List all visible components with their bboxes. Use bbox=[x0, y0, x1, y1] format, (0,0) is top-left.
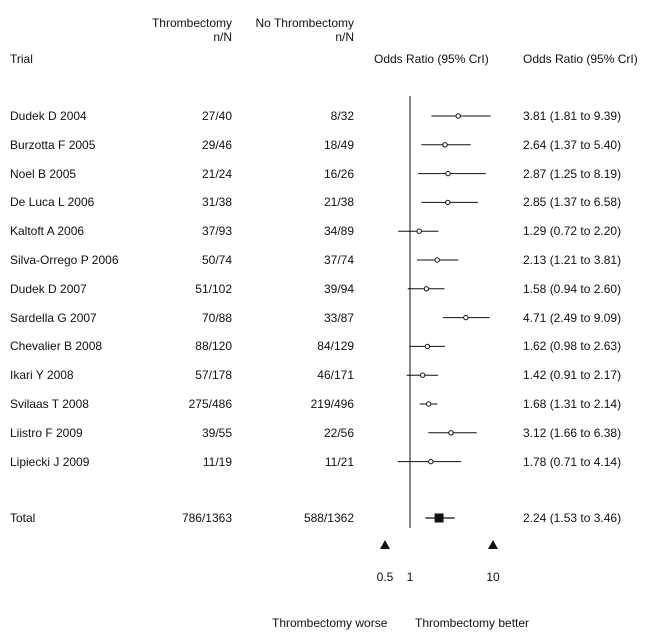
no-thrombectomy-count: 34/89 bbox=[323, 224, 354, 239]
point-estimate bbox=[445, 170, 451, 177]
header-no-thrombectomy-line1: No Thrombectomy bbox=[255, 16, 354, 30]
thrombectomy-count: 11/19 bbox=[202, 454, 232, 469]
point-estimate bbox=[426, 401, 432, 407]
point-estimate bbox=[455, 113, 461, 119]
no-thrombectomy-count: 11/21 bbox=[324, 454, 354, 469]
header-odds-ratio-text: Odds Ratio (95% CrI) bbox=[523, 52, 638, 66]
odds-ratio-text: 2.13 (1.21 to 3.81) bbox=[523, 253, 622, 267]
odds-ratio-text: 1.58 (0.94 to 2.60) bbox=[523, 281, 622, 296]
trial-name: Sardella G 2007 bbox=[10, 310, 97, 325]
point-estimate bbox=[419, 372, 426, 378]
trial-name: Svilaas T 2008 bbox=[10, 397, 89, 411]
trial-name: Burzotta F 2005 bbox=[10, 137, 96, 152]
thrombectomy-count: 29/46 bbox=[201, 137, 232, 152]
point-estimate bbox=[442, 142, 448, 148]
odds-ratio-text: 3.12 (1.66 to 6.38) bbox=[523, 425, 622, 440]
odds-ratio-text: 1.62 (0.98 to 2.63) bbox=[523, 339, 622, 354]
trial-name: Ikari Y 2008 bbox=[10, 368, 74, 383]
no-thrombectomy-count: 33/87 bbox=[323, 310, 354, 325]
point-estimate bbox=[416, 228, 422, 234]
no-thrombectomy-count: 37/74 bbox=[323, 253, 354, 267]
odds-ratio-text: 2.24 (1.53 to 3.46) bbox=[523, 511, 622, 525]
point-estimate bbox=[428, 458, 434, 465]
total-point-estimate bbox=[434, 513, 444, 523]
thrombectomy-worse-label: Thrombectomy worse bbox=[272, 616, 388, 630]
point-estimate bbox=[434, 257, 440, 263]
trial-name: Total bbox=[10, 511, 36, 525]
thrombectomy-better-label: Thrombectomy better bbox=[415, 616, 530, 630]
odds-ratio-text: 2.85 (1.37 to 6.58) bbox=[523, 195, 622, 210]
trial-name: Liistro F 2009 bbox=[10, 425, 83, 440]
no-thrombectomy-count: 18/49 bbox=[323, 137, 354, 152]
odds-ratio-text: 4.71 (2.49 to 9.09) bbox=[523, 310, 622, 325]
odds-ratio-text: 1.29 (0.72 to 2.20) bbox=[523, 224, 622, 239]
thrombectomy-count: 50/74 bbox=[201, 253, 232, 267]
odds-ratio-text: 1.68 (1.31 to 2.14) bbox=[523, 397, 622, 411]
axis-marker-0.5 bbox=[380, 540, 391, 549]
point-estimate bbox=[424, 343, 431, 350]
thrombectomy-count: 37/93 bbox=[201, 224, 232, 239]
thrombectomy-count: 70/88 bbox=[201, 310, 232, 325]
x-tick-label: 10 bbox=[486, 570, 500, 584]
no-thrombectomy-count: 8/32 bbox=[330, 109, 354, 123]
thrombectomy-count: 39/55 bbox=[201, 425, 232, 440]
odds-ratio-text: 2.87 (1.25 to 8.19) bbox=[523, 166, 622, 181]
odds-ratio-text: 1.78 (0.71 to 4.14) bbox=[523, 454, 622, 469]
thrombectomy-count: 88/120 bbox=[195, 339, 232, 354]
no-thrombectomy-count: 39/94 bbox=[323, 281, 354, 296]
no-thrombectomy-count: 16/26 bbox=[323, 166, 354, 181]
no-thrombectomy-count: 22/56 bbox=[323, 425, 354, 440]
header-odds-ratio-plot: Odds Ratio (95% CrI) bbox=[374, 52, 489, 66]
trial-name: De Luca L 2006 bbox=[10, 195, 95, 210]
odds-ratio-text: 3.81 (1.81 to 9.39) bbox=[523, 109, 622, 123]
header-thrombectomy-line1: Thrombectomy bbox=[151, 16, 232, 30]
no-thrombectomy-count: 21/38 bbox=[323, 195, 354, 210]
thrombectomy-count: 275/486 bbox=[188, 397, 232, 411]
thrombectomy-count: 27/40 bbox=[201, 109, 232, 123]
axis-marker-10 bbox=[488, 540, 498, 549]
header-thrombectomy: Thrombectomy n/N bbox=[136, 16, 232, 44]
trial-name: Dudek D 2007 bbox=[10, 281, 87, 296]
thrombectomy-count: 51/102 bbox=[195, 281, 232, 296]
no-thrombectomy-count: 219/496 bbox=[310, 397, 354, 411]
trial-name: Lipiecki J 2009 bbox=[10, 454, 90, 469]
odds-ratio-text: 1.42 (0.91 to 2.17) bbox=[523, 368, 622, 383]
trial-name: Chevalier B 2008 bbox=[10, 339, 103, 354]
header-thrombectomy-line2: n/N bbox=[213, 30, 232, 44]
point-estimate bbox=[463, 314, 469, 321]
point-estimate bbox=[423, 286, 430, 292]
no-thrombectomy-count: 588/1362 bbox=[303, 511, 354, 525]
thrombectomy-count: 57/178 bbox=[195, 368, 232, 383]
point-estimate bbox=[445, 199, 451, 206]
thrombectomy-count: 786/1363 bbox=[181, 511, 232, 525]
trial-name: Dudek D 2004 bbox=[10, 109, 87, 123]
trial-name: Silva-Orrego P 2006 bbox=[10, 253, 119, 267]
header-no-thrombectomy: No Thrombectomy n/N bbox=[240, 16, 354, 44]
header-no-thrombectomy-line2: n/N bbox=[335, 30, 354, 44]
thrombectomy-count: 21/24 bbox=[201, 166, 232, 181]
odds-ratio-text: 2.64 (1.37 to 5.40) bbox=[523, 137, 622, 152]
point-estimate bbox=[448, 430, 454, 436]
no-thrombectomy-count: 46/171 bbox=[317, 368, 354, 383]
trial-name: Noel B 2005 bbox=[10, 166, 77, 181]
no-thrombectomy-count: 84/129 bbox=[317, 339, 354, 354]
trial-name: Kaltoft A 2006 bbox=[10, 224, 85, 239]
x-tick-label: 1 bbox=[407, 570, 414, 584]
header-trial: Trial bbox=[10, 52, 33, 66]
thrombectomy-count: 31/38 bbox=[201, 195, 232, 210]
x-tick-label: 0.5 bbox=[377, 570, 394, 584]
